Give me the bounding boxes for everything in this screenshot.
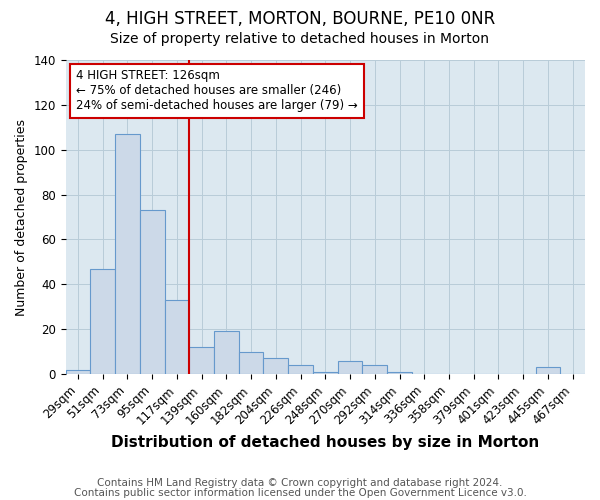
- Bar: [536, 368, 560, 374]
- Bar: [313, 372, 338, 374]
- Bar: [338, 360, 362, 374]
- Bar: [65, 370, 91, 374]
- Bar: [91, 268, 115, 374]
- Y-axis label: Number of detached properties: Number of detached properties: [15, 118, 28, 316]
- X-axis label: Distribution of detached houses by size in Morton: Distribution of detached houses by size …: [111, 435, 539, 450]
- Text: Contains public sector information licensed under the Open Government Licence v3: Contains public sector information licen…: [74, 488, 526, 498]
- Text: Contains HM Land Registry data © Crown copyright and database right 2024.: Contains HM Land Registry data © Crown c…: [97, 478, 503, 488]
- Text: Size of property relative to detached houses in Morton: Size of property relative to detached ho…: [110, 32, 490, 46]
- Text: 4, HIGH STREET, MORTON, BOURNE, PE10 0NR: 4, HIGH STREET, MORTON, BOURNE, PE10 0NR: [105, 10, 495, 28]
- Bar: [164, 300, 190, 374]
- Bar: [214, 332, 239, 374]
- Bar: [239, 352, 263, 374]
- Bar: [115, 134, 140, 374]
- Bar: [263, 358, 288, 374]
- Bar: [387, 372, 412, 374]
- Bar: [190, 347, 214, 374]
- Bar: [288, 365, 313, 374]
- Bar: [140, 210, 164, 374]
- Bar: [362, 365, 387, 374]
- Text: 4 HIGH STREET: 126sqm
← 75% of detached houses are smaller (246)
24% of semi-det: 4 HIGH STREET: 126sqm ← 75% of detached …: [76, 70, 358, 112]
